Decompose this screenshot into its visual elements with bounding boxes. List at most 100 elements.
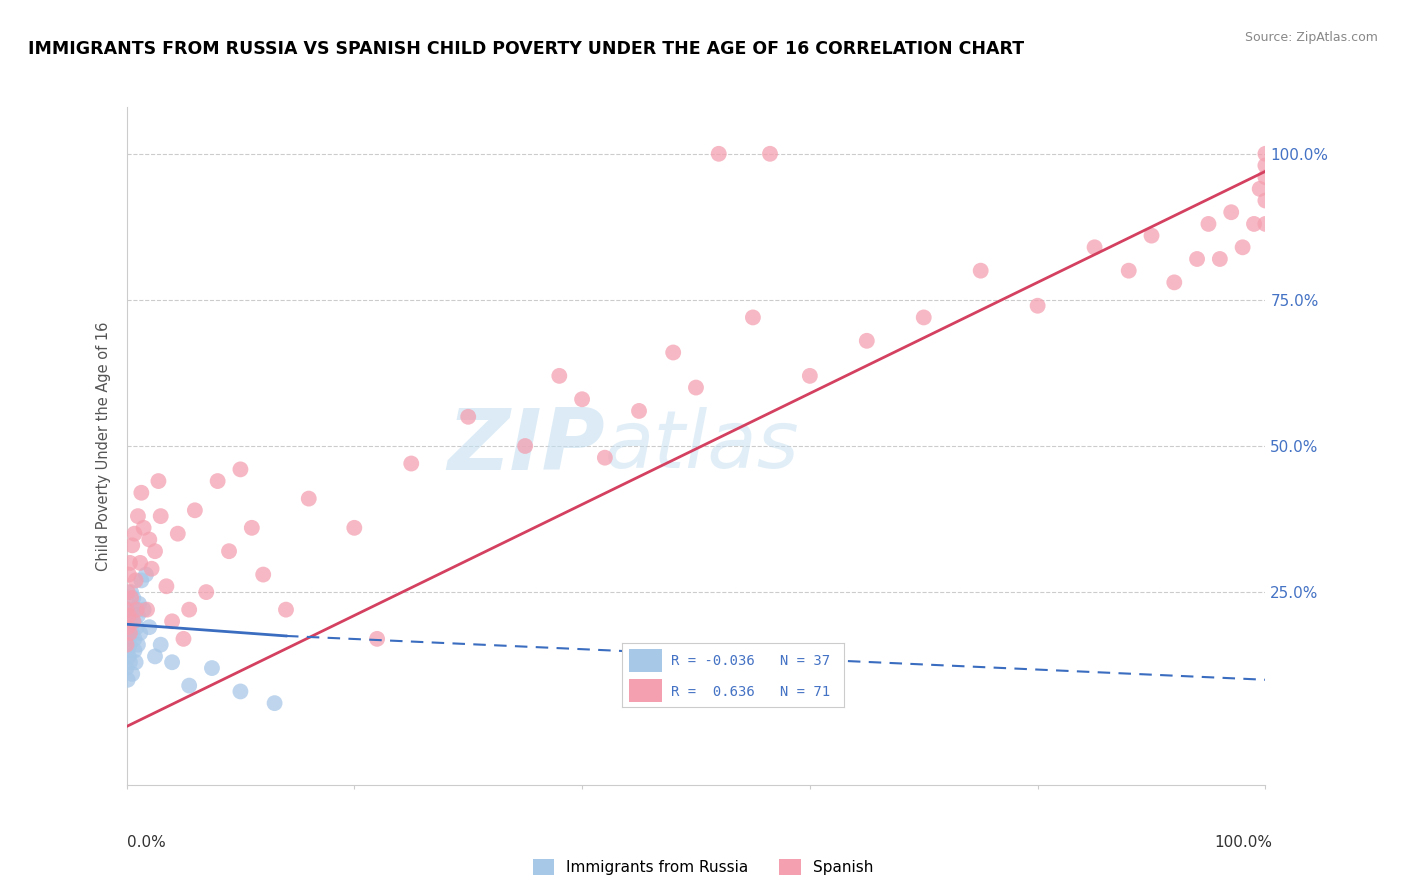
Y-axis label: Child Poverty Under the Age of 16: Child Poverty Under the Age of 16	[96, 321, 111, 571]
Point	[124, 602, 146, 616]
Point	[118, 556, 141, 570]
Point	[515, 439, 537, 453]
Point	[593, 450, 616, 465]
Point	[201, 661, 224, 675]
Point	[120, 591, 142, 605]
Point	[1185, 252, 1208, 266]
Point	[125, 620, 148, 634]
Point	[120, 608, 142, 623]
Point	[124, 655, 146, 669]
Point	[115, 661, 138, 675]
Point	[118, 655, 141, 669]
Point	[685, 380, 707, 394]
Text: 0.0%: 0.0%	[127, 836, 166, 850]
Text: IMMIGRANTS FROM RUSSIA VS SPANISH CHILD POVERTY UNDER THE AGE OF 16 CORRELATION : IMMIGRANTS FROM RUSSIA VS SPANISH CHILD …	[28, 40, 1024, 58]
Point	[132, 521, 155, 535]
Point	[1254, 170, 1277, 185]
Point	[138, 620, 160, 634]
Point	[148, 474, 170, 488]
Point	[759, 146, 782, 161]
Point	[179, 602, 201, 616]
Point	[122, 615, 145, 629]
Point	[1220, 205, 1243, 219]
Point	[121, 538, 143, 552]
Point	[742, 310, 765, 325]
Point	[127, 509, 149, 524]
Point	[121, 626, 143, 640]
Point	[1232, 240, 1254, 254]
Point	[628, 404, 651, 418]
Point	[117, 673, 139, 687]
Point	[195, 585, 218, 599]
Point	[207, 474, 229, 488]
Point	[1254, 194, 1277, 208]
Point	[799, 368, 821, 383]
Point	[129, 626, 152, 640]
Point	[229, 462, 252, 476]
Text: ZIP: ZIP	[447, 404, 605, 488]
Point	[118, 567, 141, 582]
Point	[184, 503, 207, 517]
Point	[127, 638, 149, 652]
Point	[240, 521, 263, 535]
Point	[1140, 228, 1163, 243]
Point	[1254, 217, 1277, 231]
Point	[118, 638, 141, 652]
Point	[166, 526, 188, 541]
Point	[115, 626, 138, 640]
Point	[124, 526, 146, 541]
Point	[135, 567, 157, 582]
Point	[155, 579, 177, 593]
Point	[855, 334, 877, 348]
Point	[457, 409, 479, 424]
Point	[136, 602, 159, 616]
Point	[128, 597, 150, 611]
Point	[548, 368, 571, 383]
Point	[707, 146, 730, 161]
Point	[343, 521, 366, 535]
Point	[124, 632, 146, 646]
Point	[118, 649, 141, 664]
Point	[401, 457, 423, 471]
Point	[117, 643, 139, 657]
Point	[121, 667, 143, 681]
Point	[117, 620, 139, 634]
Point	[1163, 276, 1185, 290]
Point	[120, 585, 142, 599]
Point	[1209, 252, 1232, 266]
Text: Source: ZipAtlas.com: Source: ZipAtlas.com	[1244, 31, 1378, 45]
Point	[118, 620, 141, 634]
Point	[252, 567, 274, 582]
Point	[141, 562, 163, 576]
Legend: Immigrants from Russia, Spanish: Immigrants from Russia, Spanish	[533, 860, 873, 875]
Point	[1084, 240, 1107, 254]
Text: atlas: atlas	[605, 407, 800, 485]
Point	[1243, 217, 1265, 231]
Text: 100.0%: 100.0%	[1215, 836, 1272, 850]
Point	[179, 679, 201, 693]
Point	[970, 263, 993, 277]
Point	[1198, 217, 1220, 231]
Point	[124, 643, 146, 657]
Point	[662, 345, 685, 359]
Point	[125, 602, 148, 616]
Point	[118, 626, 141, 640]
Point	[132, 602, 155, 616]
Point	[131, 574, 153, 588]
Point	[149, 638, 172, 652]
Point	[160, 655, 183, 669]
Point	[1254, 146, 1277, 161]
Point	[115, 602, 138, 616]
Point	[1118, 263, 1140, 277]
Point	[143, 544, 166, 558]
Point	[118, 602, 141, 616]
Point	[912, 310, 935, 325]
Point	[1026, 299, 1049, 313]
Point	[122, 591, 145, 605]
Point	[218, 544, 240, 558]
Point	[274, 602, 297, 616]
Point	[115, 638, 138, 652]
Point	[117, 585, 139, 599]
Point	[117, 615, 139, 629]
Point	[1254, 159, 1277, 173]
